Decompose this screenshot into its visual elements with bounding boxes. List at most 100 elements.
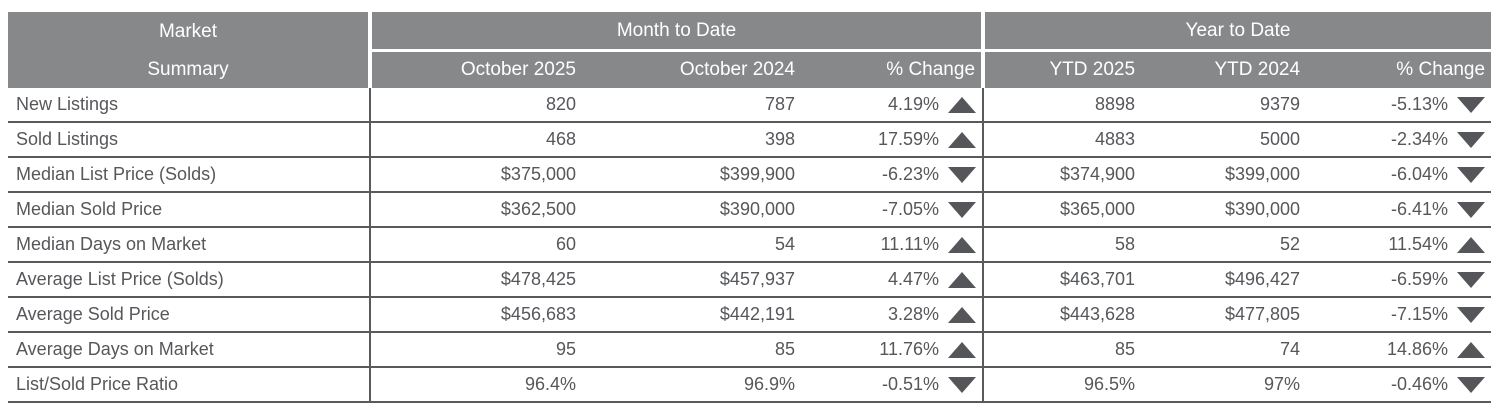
cell-ytd-change: 11.54% xyxy=(1308,227,1492,263)
cell-mtd-2025: 468 xyxy=(369,122,584,158)
trend-arrow-icon xyxy=(1457,271,1486,288)
table-row: Sold Listings 468 398 17.59% 4883 5000 -… xyxy=(8,122,1492,158)
table-row: New Listings 820 787 4.19% 8898 9379 -5.… xyxy=(8,88,1492,123)
trend-arrow-icon xyxy=(948,201,977,218)
cell-ytd-change: -5.13% xyxy=(1308,88,1492,123)
mtd-change-value: 17.59% xyxy=(877,129,940,149)
trend-arrow-icon xyxy=(948,166,977,183)
mtd-change-value: 11.11% xyxy=(880,234,940,254)
cell-mtd-2024: 398 xyxy=(584,122,803,158)
row-label: Average Sold Price xyxy=(8,297,370,333)
cell-mtd-2025: $478,425 xyxy=(369,262,584,298)
table-row: Average List Price (Solds) $478,425 $457… xyxy=(8,262,1492,298)
trend-arrow-icon xyxy=(1457,376,1486,393)
table-row: Average Sold Price $456,683 $442,191 3.2… xyxy=(8,297,1492,333)
cell-ytd-2024: 97% xyxy=(1143,367,1309,403)
cell-mtd-2024: 787 xyxy=(584,88,803,123)
cell-ytd-2025: 58 xyxy=(982,227,1144,263)
cell-mtd-change: 17.59% xyxy=(803,122,984,158)
row-label: Average List Price (Solds) xyxy=(8,262,370,298)
cell-mtd-2024: $442,191 xyxy=(584,297,803,333)
ytd-change-value: 11.54% xyxy=(1388,234,1449,254)
header-group-row: Market Summary Month to Date Year to Dat… xyxy=(8,12,1492,88)
col-header-ytd-2025: YTD 2025 xyxy=(981,50,1144,88)
ytd-change-value: -0.46% xyxy=(1390,374,1449,394)
mtd-change-value: -6.23% xyxy=(881,164,940,184)
cell-mtd-2024: 54 xyxy=(584,227,803,263)
cell-ytd-2025: $443,628 xyxy=(982,297,1144,333)
mtd-change-value: 4.47% xyxy=(887,269,940,289)
table-row: Median Days on Market 60 54 11.11% 58 52… xyxy=(8,227,1492,263)
cell-mtd-change: 4.47% xyxy=(803,262,984,298)
cell-mtd-2025: 820 xyxy=(369,88,584,123)
cell-ytd-2025: 85 xyxy=(982,332,1144,368)
cell-mtd-2025: $456,683 xyxy=(369,297,584,333)
month-to-date-header: Month to Date xyxy=(367,12,984,52)
cell-mtd-2024: 85 xyxy=(584,332,803,368)
col-header-ytd-2024: YTD 2024 xyxy=(1143,50,1309,88)
trend-arrow-icon xyxy=(1457,236,1486,253)
cell-mtd-change: -0.51% xyxy=(803,367,984,403)
col-header-ytd-percent-change: % Change xyxy=(1308,50,1492,88)
mtd-change-value: -0.51% xyxy=(881,374,940,394)
market-header-line1: Market xyxy=(158,21,218,42)
cell-ytd-change: -0.46% xyxy=(1308,367,1492,403)
col-header-october-2025: October 2025 xyxy=(368,50,584,88)
trend-arrow-icon xyxy=(948,236,977,253)
trend-arrow-icon xyxy=(948,271,977,288)
cell-ytd-2025: $365,000 xyxy=(982,192,1144,228)
cell-ytd-change: -2.34% xyxy=(1308,122,1492,158)
cell-ytd-2024: 5000 xyxy=(1143,122,1309,158)
cell-ytd-change: 14.86% xyxy=(1308,332,1492,368)
table-body: New Listings 820 787 4.19% 8898 9379 -5.… xyxy=(8,88,1492,403)
cell-ytd-2025: 8898 xyxy=(982,88,1144,123)
cell-ytd-2024: 9379 xyxy=(1143,88,1309,123)
trend-arrow-icon xyxy=(1457,201,1486,218)
cell-ytd-2024: $390,000 xyxy=(1143,192,1309,228)
row-label: Median Days on Market xyxy=(8,227,370,263)
cell-mtd-change: 11.76% xyxy=(803,332,984,368)
mtd-change-value: 3.28% xyxy=(887,304,940,324)
cell-ytd-2024: $399,000 xyxy=(1143,157,1309,193)
table-row: List/Sold Price Ratio 96.4% 96.9% -0.51%… xyxy=(8,367,1492,403)
cell-ytd-2024: 74 xyxy=(1143,332,1309,368)
header-sub-row: October 2025 October 2024 % Change YTD 2… xyxy=(8,50,1492,88)
cell-mtd-2025: 60 xyxy=(369,227,584,263)
market-summary-table: Market Summary Month to Date Year to Dat… xyxy=(8,12,1492,403)
cell-ytd-2024: 52 xyxy=(1143,227,1309,263)
cell-ytd-2024: $477,805 xyxy=(1143,297,1309,333)
ytd-change-value: -6.04% xyxy=(1390,164,1449,184)
trend-arrow-icon xyxy=(948,306,977,323)
trend-arrow-icon xyxy=(948,376,977,393)
ytd-change-value: 14.86% xyxy=(1386,339,1449,359)
cell-ytd-2025: 4883 xyxy=(982,122,1144,158)
cell-mtd-2025: 96.4% xyxy=(369,367,584,403)
mtd-change-value: 11.76% xyxy=(879,339,940,359)
cell-ytd-2025: $374,900 xyxy=(982,157,1144,193)
row-label: List/Sold Price Ratio xyxy=(8,367,370,403)
cell-mtd-change: -6.23% xyxy=(803,157,984,193)
cell-mtd-2024: 96.9% xyxy=(584,367,803,403)
cell-ytd-2024: $496,427 xyxy=(1143,262,1309,298)
trend-arrow-icon xyxy=(948,131,977,148)
row-label: Sold Listings xyxy=(8,122,370,158)
market-header-line2: Summary xyxy=(147,59,229,80)
cell-ytd-change: -6.04% xyxy=(1308,157,1492,193)
market-summary-header: Market Summary xyxy=(8,12,370,88)
cell-mtd-2024: $457,937 xyxy=(584,262,803,298)
cell-mtd-2025: $375,000 xyxy=(369,157,584,193)
cell-mtd-2025: 95 xyxy=(369,332,584,368)
row-label: Average Days on Market xyxy=(8,332,370,368)
trend-arrow-icon xyxy=(948,96,977,113)
trend-arrow-icon xyxy=(1457,166,1486,183)
cell-mtd-change: -7.05% xyxy=(803,192,984,228)
trend-arrow-icon xyxy=(1457,341,1486,358)
cell-ytd-2025: $463,701 xyxy=(982,262,1144,298)
trend-arrow-icon xyxy=(948,341,977,358)
cell-mtd-change: 4.19% xyxy=(803,88,984,123)
ytd-change-value: -7.15% xyxy=(1390,304,1449,324)
cell-mtd-change: 11.11% xyxy=(803,227,984,263)
year-to-date-header: Year to Date xyxy=(981,12,1492,52)
ytd-change-value: -6.59% xyxy=(1390,269,1449,289)
